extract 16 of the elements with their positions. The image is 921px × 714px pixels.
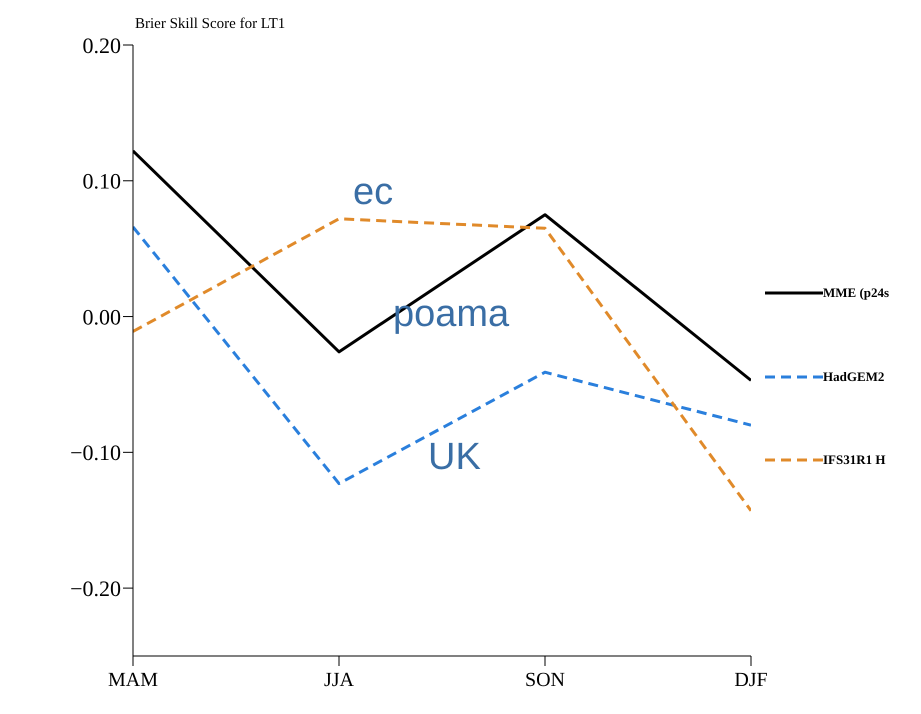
x-tick-label: MAM [108, 669, 158, 692]
y-tick-label: 0.10 [82, 168, 121, 194]
x-tick-label: SON [524, 669, 566, 692]
chart-title: Brier Skill Score for LT1 [135, 16, 286, 33]
y-tick-label: 0.00 [82, 304, 121, 330]
y-tick-label: 0.20 [82, 32, 121, 58]
x-tick-label: JJA [324, 669, 355, 692]
annotation: UK [428, 436, 481, 478]
annotation: poama [393, 293, 510, 335]
x-tick-label: DJF [734, 669, 768, 692]
legend-label: HadGEM2 [823, 368, 884, 385]
annotation: ec [353, 171, 394, 213]
legend-label: MME (p24s [823, 284, 890, 301]
y-tick-label: −0.10 [70, 440, 121, 466]
y-tick-label: −0.20 [70, 576, 121, 601]
legend-label: IFS31R1 H [823, 452, 886, 468]
